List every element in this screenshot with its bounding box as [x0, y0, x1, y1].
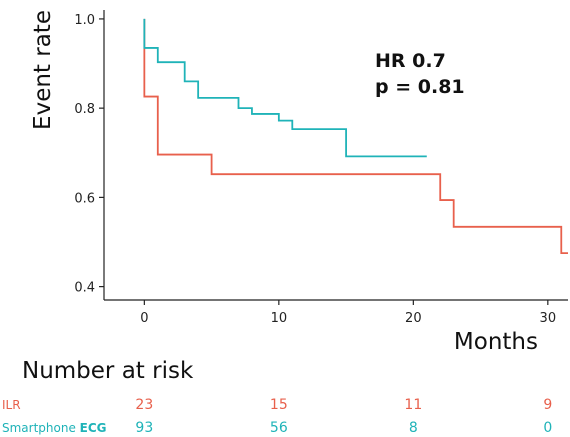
risk-value: 23 — [135, 397, 154, 413]
risk-table-title: Number at risk — [22, 358, 194, 384]
axes: 0.4 0.6 0.8 1.0 0 10 20 30 Event rate Months — [30, 10, 568, 355]
y-tick-label: 0.8 — [74, 102, 95, 117]
series-line-smartphone-ecg — [143, 18, 427, 158]
risk-value: 93 — [135, 420, 154, 436]
x-tick-label: 30 — [540, 311, 557, 326]
x-axis-title: Months — [454, 329, 538, 355]
risk-value: 9 — [543, 397, 553, 413]
risk-value: 0 — [543, 420, 553, 436]
p-value-annotation: p = 0.81 — [375, 76, 465, 98]
risk-value: 11 — [404, 397, 423, 413]
x-tick-label: 0 — [140, 311, 148, 326]
hr-annotation: HR 0.7 — [375, 50, 446, 72]
y-tick-label: 1.0 — [74, 13, 95, 28]
y-tick-label: 0.6 — [74, 191, 95, 206]
risk-row-label: ILR — [2, 398, 21, 412]
x-tick-label: 20 — [405, 311, 422, 326]
risk-row-label-bold: ECG — [79, 421, 107, 435]
series-line-ilr — [143, 18, 568, 255]
risk-value: 56 — [269, 420, 288, 436]
risk-value: 8 — [408, 420, 418, 436]
series-layer — [143, 18, 568, 255]
risk-value: 15 — [269, 397, 288, 413]
y-axis-title: Event rate — [30, 10, 56, 130]
x-tick-label: 10 — [271, 311, 288, 326]
risk-row-label-text: ILR — [2, 398, 21, 412]
risk-row-label-text: Smartphone — [2, 421, 80, 435]
y-tick-label: 0.4 — [74, 281, 95, 296]
risk-row-label: Smartphone ECG — [2, 421, 107, 435]
